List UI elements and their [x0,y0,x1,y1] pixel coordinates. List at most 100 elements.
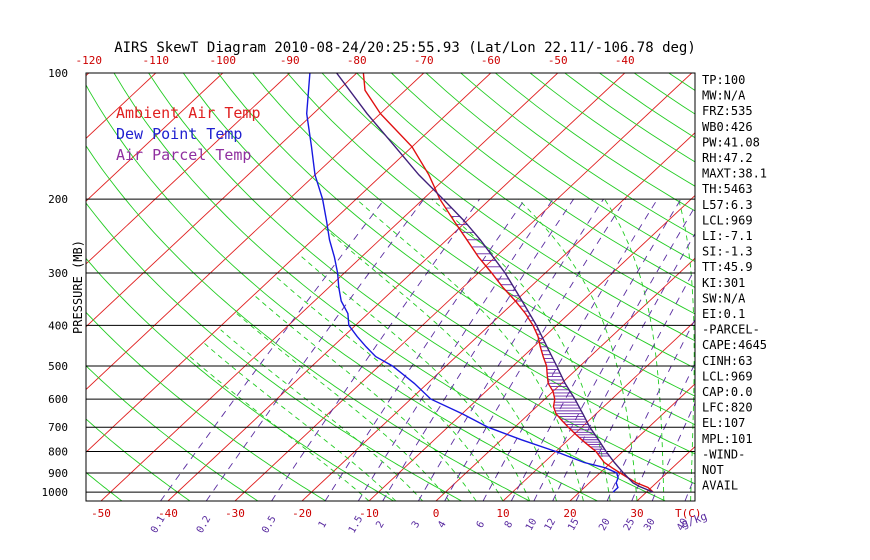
mixing-ratio-label: 25 [622,517,638,533]
dry-adiabat-line [86,84,598,501]
isotherm-line [569,383,695,501]
isotherm-line [86,73,358,328]
index-entry: SI:-1.3 [702,245,753,259]
dry-adiabat-line [217,73,695,426]
index-entry: LI:-7.1 [702,229,753,243]
dew-point-temp-line [305,73,619,493]
pressure-tick-label: 1000 [42,486,69,499]
index-entry: MPL:101 [702,432,753,446]
index-entry: -WIND- [702,447,745,461]
pressure-tick-label: 700 [48,421,68,434]
isotherm-line [301,132,695,501]
mixing-ratio-line [357,198,554,501]
index-entry: CINH:63 [702,354,753,368]
dry-adiabat-line [86,418,191,501]
isotherm-line [86,73,425,391]
bottom-temp-tick-label: -10 [359,507,379,520]
bottom-temp-tick-label: 30 [630,507,643,520]
mixing-ratio-line [271,198,480,501]
bottom-temp-tick-label: -50 [91,507,111,520]
mixing-ratio-line [324,198,526,501]
dry-adiabat-line [113,73,666,501]
pressure-tick-label: 900 [48,467,68,480]
mixing-ratio-line [552,232,695,501]
legend-ambient-air-temp: Ambient Air Temp [116,104,261,122]
index-entry: MAXT:38.1 [702,167,767,181]
mixing-ratio-line [510,198,682,501]
bottom-temp-tick-label: -20 [292,507,312,520]
mixing-ratio-label: 20 [597,517,613,533]
moist-adiabat-line [236,313,450,501]
moist-adiabat-line [254,295,477,501]
index-entry: RH:47.2 [702,151,753,165]
moist-adiabat-line [203,342,397,501]
mixing-ratio-line [160,198,385,501]
moist-adiabat-line [220,329,423,501]
index-entry: WB0:426 [702,120,753,134]
moist-adiabat-line [678,199,695,501]
moist-adiabat-line [517,198,638,501]
bottom-temp-tick-label: 10 [496,507,509,520]
chart-title: AIRS SkewT Diagram 2010-08-24/20:25:55.9… [114,40,696,56]
legend-dew-point-temp: Dew Point Temp [116,125,242,143]
dry-adiabat-line [321,73,695,342]
index-entry: TH:5463 [702,182,753,196]
index-entry: TP:100 [702,73,745,87]
mixing-ratio-line [205,198,425,501]
moist-adiabat-line [274,275,504,501]
mixing-ratio-label: 6 [475,519,488,530]
mixing-ratio-line [575,268,695,501]
top-temp-tick-label: -60 [481,54,501,67]
pressure-tick-label: 300 [48,267,68,280]
pressure-tick-label: 500 [48,360,68,373]
dry-adiabat-line [86,145,530,501]
mixing-ratio-line [533,205,695,501]
pressure-axis-label: PRESSURE (MB) [71,240,85,334]
dry-adiabat-line [356,73,695,315]
dry-adiabat-line [86,257,395,501]
top-temp-tick-label: -90 [280,54,300,67]
index-entry: LCL:969 [702,213,753,227]
pressure-tick-label: 400 [48,319,68,332]
legend: Ambient Air Temp Dew Point Temp Air Parc… [116,104,261,164]
mixing-ratio-label: 8 [503,519,516,530]
dry-adiabat-line [425,73,695,263]
index-entry: MW:N/A [702,89,746,103]
top-temp-tick-label: -40 [615,54,635,67]
mixing-ratio-line [651,402,695,501]
isotherm-line [86,73,492,453]
dry-adiabat-line [182,73,695,455]
top-temp-tick-label: -110 [143,54,170,67]
mixing-ratio-label: 40 [675,517,691,533]
dry-adiabat-line [86,365,259,501]
mixing-ratio-label: 2 [374,519,387,530]
moist-adiabat-line [298,253,531,501]
pressure-tick-label: 200 [48,193,68,206]
top-temp-tick-label: -120 [76,54,103,67]
isotherm-line [167,73,626,501]
mixing-ratio-label: 10 [524,517,540,533]
mixing-ratio-label: 12 [543,517,559,533]
index-entry: LFC:820 [702,401,753,415]
isotherm-line [86,73,224,202]
dry-adiabat-line [86,311,327,501]
plot-frame [85,72,696,502]
mixing-ratio-label: 4 [436,519,449,530]
index-entry: CAPE:4645 [702,338,767,352]
temperature-unit-label: T(C) [675,507,702,520]
mixing-ratio-label: 15 [566,517,582,533]
index-entry: NOT [702,463,724,477]
index-entry: EL:107 [702,416,745,430]
dry-adiabat-line [391,73,695,288]
moist-adiabat-line [604,198,665,501]
mixing-ratio-line [418,198,604,501]
index-entry: LCL:969 [702,369,753,383]
bottom-temp-tick-label: 20 [563,507,576,520]
index-entry: -PARCEL- [702,323,760,337]
dry-adiabat-line [148,73,695,485]
pressure-tick-label: 600 [48,393,68,406]
top-temp-tick-label: -80 [347,54,367,67]
air-parcel-temp-line [336,73,654,493]
isotherm-line [435,257,695,501]
isotherm-line [86,73,291,265]
